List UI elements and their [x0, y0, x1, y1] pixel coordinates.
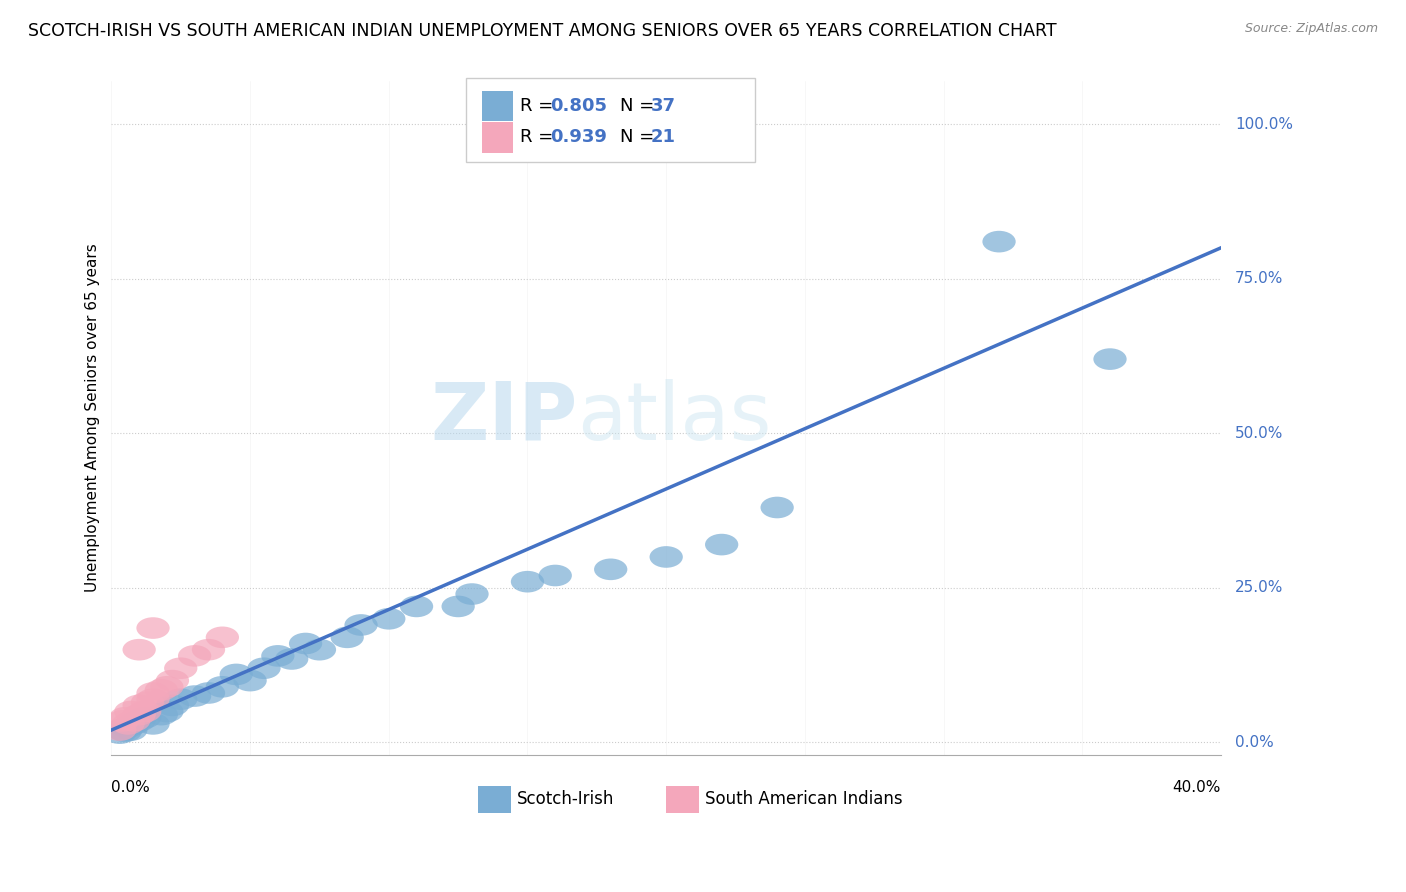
Text: R =: R = [520, 128, 558, 146]
Ellipse shape [136, 713, 170, 735]
Text: 0.0%: 0.0% [1234, 735, 1274, 750]
Text: 50.0%: 50.0% [1234, 425, 1284, 441]
Ellipse shape [122, 695, 156, 716]
Ellipse shape [510, 571, 544, 592]
Ellipse shape [983, 231, 1015, 252]
Text: Source: ZipAtlas.com: Source: ZipAtlas.com [1244, 22, 1378, 36]
Bar [482, 91, 513, 121]
Ellipse shape [290, 632, 322, 655]
Ellipse shape [179, 685, 211, 706]
Ellipse shape [136, 682, 170, 704]
Ellipse shape [117, 710, 150, 731]
Text: atlas: atlas [578, 379, 772, 457]
Text: 40.0%: 40.0% [1173, 780, 1220, 795]
Ellipse shape [219, 664, 253, 685]
Text: 0.0%: 0.0% [111, 780, 150, 795]
Ellipse shape [122, 710, 156, 731]
Ellipse shape [373, 608, 405, 630]
Text: N =: N = [620, 128, 659, 146]
Ellipse shape [156, 695, 188, 716]
Bar [666, 787, 699, 814]
Ellipse shape [441, 596, 475, 617]
Ellipse shape [165, 689, 197, 710]
Ellipse shape [344, 615, 378, 636]
Ellipse shape [233, 670, 267, 691]
Ellipse shape [114, 719, 148, 741]
Ellipse shape [276, 648, 308, 670]
Ellipse shape [650, 546, 683, 568]
Ellipse shape [122, 639, 156, 660]
Ellipse shape [145, 704, 179, 725]
Text: 75.0%: 75.0% [1234, 271, 1284, 286]
Ellipse shape [761, 497, 794, 518]
Ellipse shape [179, 645, 211, 666]
Ellipse shape [205, 626, 239, 648]
Ellipse shape [191, 639, 225, 660]
Ellipse shape [247, 657, 281, 679]
Text: 100.0%: 100.0% [1234, 117, 1294, 132]
Ellipse shape [205, 676, 239, 698]
Ellipse shape [108, 706, 142, 729]
Ellipse shape [111, 716, 145, 738]
Ellipse shape [262, 645, 294, 666]
Text: R =: R = [520, 97, 558, 115]
Ellipse shape [128, 701, 162, 723]
Text: ZIP: ZIP [430, 379, 578, 457]
Bar [482, 122, 513, 153]
Ellipse shape [156, 670, 188, 691]
Text: 25.0%: 25.0% [1234, 581, 1284, 595]
Text: 37: 37 [651, 97, 676, 115]
Text: 0.805: 0.805 [550, 97, 606, 115]
Ellipse shape [131, 691, 165, 713]
Ellipse shape [122, 704, 156, 725]
Ellipse shape [128, 706, 162, 729]
Ellipse shape [1094, 348, 1126, 370]
Ellipse shape [145, 679, 179, 701]
Text: 21: 21 [651, 128, 676, 146]
Ellipse shape [150, 701, 184, 723]
Bar [478, 787, 510, 814]
Ellipse shape [538, 565, 572, 586]
Ellipse shape [114, 701, 148, 723]
Text: Scotch-Irish: Scotch-Irish [516, 789, 614, 807]
Ellipse shape [111, 713, 145, 735]
Ellipse shape [136, 617, 170, 639]
Text: SCOTCH-IRISH VS SOUTH AMERICAN INDIAN UNEMPLOYMENT AMONG SENIORS OVER 65 YEARS C: SCOTCH-IRISH VS SOUTH AMERICAN INDIAN UN… [28, 22, 1057, 40]
Ellipse shape [103, 723, 136, 744]
Ellipse shape [165, 657, 197, 679]
Bar [467, 78, 755, 161]
Text: 0.939: 0.939 [550, 128, 606, 146]
Text: South American Indians: South American Indians [704, 789, 903, 807]
Y-axis label: Unemployment Among Seniors over 65 years: Unemployment Among Seniors over 65 years [86, 244, 100, 592]
Ellipse shape [108, 721, 142, 742]
Ellipse shape [150, 676, 184, 698]
Ellipse shape [136, 689, 170, 710]
Ellipse shape [456, 583, 489, 605]
Ellipse shape [105, 719, 139, 741]
Ellipse shape [191, 682, 225, 704]
Text: N =: N = [620, 97, 659, 115]
Ellipse shape [704, 533, 738, 556]
Ellipse shape [399, 596, 433, 617]
Ellipse shape [330, 626, 364, 648]
Ellipse shape [117, 713, 150, 735]
Ellipse shape [595, 558, 627, 580]
Ellipse shape [103, 719, 136, 741]
Ellipse shape [105, 710, 139, 731]
Ellipse shape [302, 639, 336, 660]
